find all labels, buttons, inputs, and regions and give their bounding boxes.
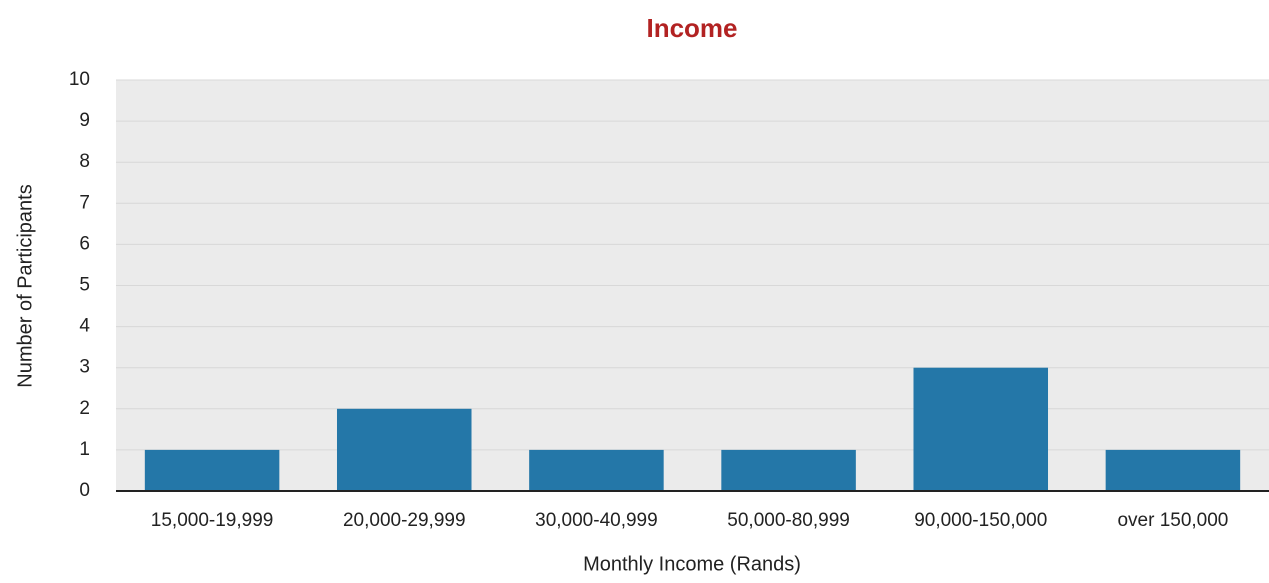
bar [529,449,664,491]
bar [721,449,856,491]
y-tick-label: 1 [79,439,90,460]
x-tick-label: 90,000-150,000 [914,510,1047,531]
y-tick-label: 2 [79,398,90,419]
bar [1105,449,1241,491]
y-tick-label: 8 [79,151,90,172]
y-tick-label: 7 [79,192,90,213]
y-tick-label: 6 [79,233,90,254]
y-tick-label: 3 [79,357,90,378]
x-tick-label: over 150,000 [1117,510,1228,531]
x-tick-label: 20,000-29,999 [343,510,466,531]
y-tick-label: 5 [79,275,90,296]
bar [913,367,1049,491]
x-tick-label: 50,000-80,999 [727,510,850,531]
y-axis-label: Number of Participants [14,184,36,387]
bar [336,408,472,491]
x-axis-label: Monthly Income (Rands) [583,553,801,575]
y-tick-label: 0 [79,480,90,501]
x-tick-label: 15,000-19,999 [151,510,274,531]
y-tick-label: 10 [69,69,90,90]
y-tick-label: 4 [79,316,90,337]
y-tick-label: 9 [79,110,90,131]
x-tick-label: 30,000-40,999 [535,510,658,531]
chart-title: Income [646,13,737,43]
bar [144,449,280,491]
